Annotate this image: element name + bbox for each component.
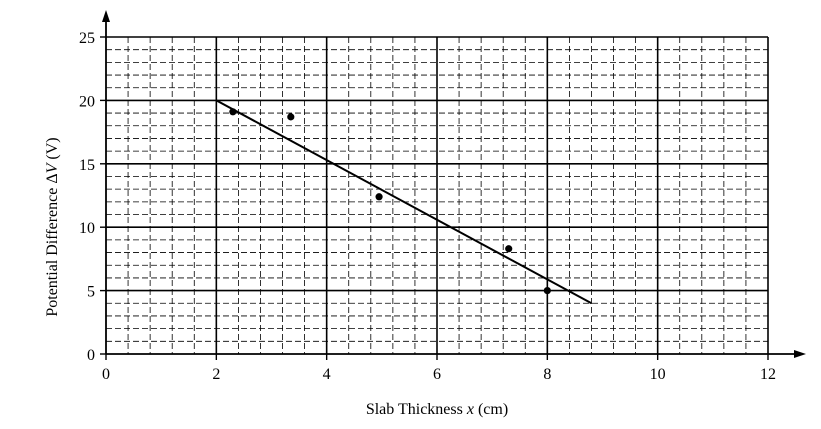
- y-axis-arrow: [102, 10, 110, 22]
- y-tick-label: 5: [87, 284, 95, 301]
- y-tick-label: 20: [79, 93, 95, 110]
- data-points: [229, 108, 551, 295]
- x-tick-label: 8: [543, 366, 551, 383]
- x-tick-label: 0: [102, 366, 110, 383]
- y-tick-label: 25: [79, 30, 95, 47]
- major-grid: [106, 36, 769, 354]
- x-axis-arrow: [794, 350, 806, 358]
- x-tick-label: 10: [650, 366, 666, 383]
- data-point: [543, 287, 551, 295]
- y-tick-label: 0: [87, 347, 95, 364]
- data-point: [375, 193, 383, 201]
- data-point: [287, 113, 295, 121]
- best-fit-line: [215, 99, 592, 305]
- tick-labels: 0 2 4 6 8 10 12 0 5 10 15 20 25: [79, 30, 776, 383]
- x-tick-label: 4: [323, 366, 331, 383]
- y-tick-label: 15: [79, 157, 95, 174]
- data-point: [229, 108, 237, 116]
- x-axis-title: Slab Thickness x (cm): [366, 401, 508, 418]
- y-axis-title: Potential Difference ΔV (V): [44, 137, 61, 316]
- axes: [102, 10, 806, 358]
- x-tick-label: 12: [760, 366, 776, 383]
- best-fit-line-group: [215, 99, 592, 305]
- y-tick-label: 10: [79, 220, 95, 237]
- data-point: [505, 245, 513, 253]
- x-tick-label: 6: [433, 366, 441, 383]
- x-tick-label: 2: [212, 366, 220, 383]
